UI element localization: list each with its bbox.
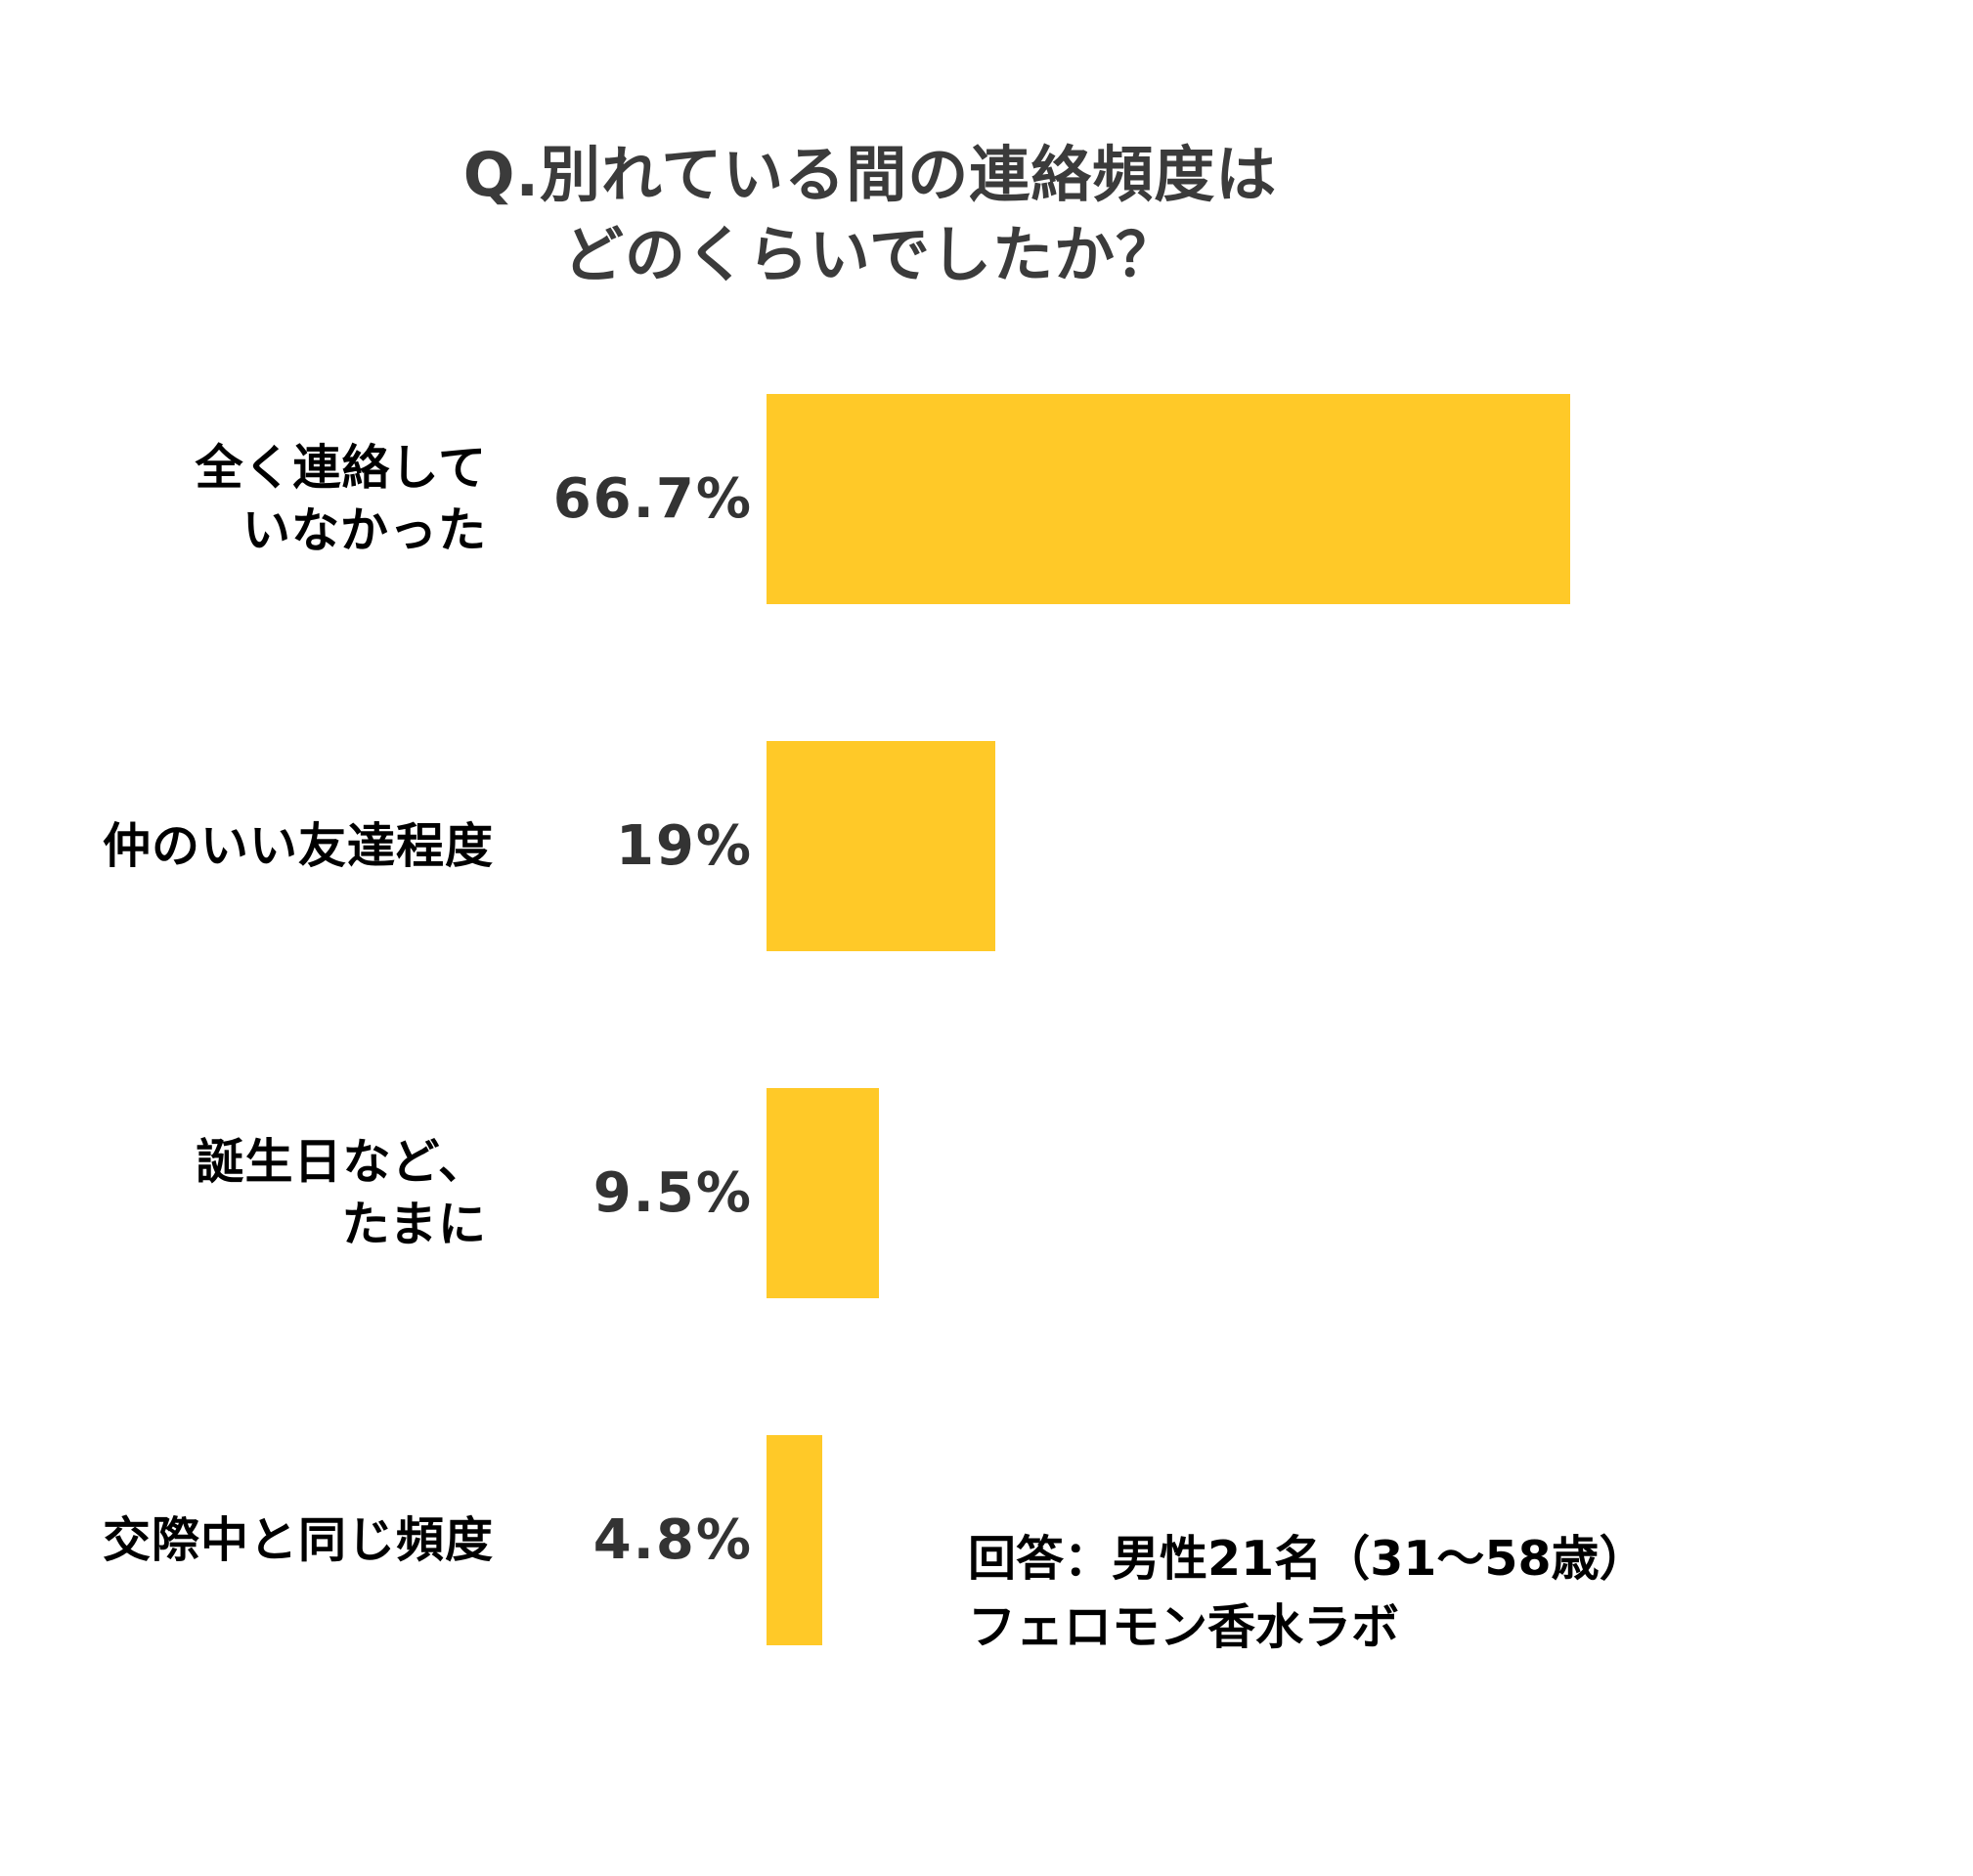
chart-title-line2: どのくらいでしたか？: [562, 219, 1178, 290]
source-note: 回答：男性21名（31〜58歳） フェロモン香水ラボ: [968, 1525, 1647, 1662]
value-label: 66.7%: [552, 467, 753, 531]
value-label: 4.8%: [592, 1508, 753, 1572]
bar: [767, 741, 995, 951]
chart-title-line1: Q.別れている間の連絡頻度は: [462, 139, 1278, 210]
value-label: 9.5%: [592, 1161, 753, 1225]
category-label-line2: たまに: [341, 1196, 487, 1252]
category-label-line1: 全く連絡して: [195, 439, 487, 496]
bar-row: 全く連絡して いなかった 66.7%: [0, 394, 1973, 604]
bar: [767, 1088, 879, 1298]
bar-row: 交際中と同じ頻度 4.8%: [0, 1435, 1973, 1645]
bar-row: 誕生日など、 たまに 9.5%: [0, 1088, 1973, 1298]
respondents-note: 回答：男性21名（31〜58歳）: [968, 1531, 1647, 1587]
category-label-line1: 交際中と同じ頻度: [102, 1511, 494, 1568]
chart-title: Q.別れている間の連絡頻度は どのくらいでしたか？: [0, 135, 1740, 295]
bar: [767, 1435, 822, 1645]
category-label: 交際中と同じ頻度: [103, 1435, 494, 1645]
bar-row: 仲のいい友達程度 19%: [0, 741, 1973, 951]
category-label: 仲のいい友達程度: [103, 741, 494, 951]
source-credit: フェロモン香水ラボ: [968, 1599, 1400, 1655]
value-label: 19%: [615, 814, 753, 878]
bar: [767, 394, 1570, 604]
category-label: 誕生日など、 たまに: [196, 1088, 487, 1298]
category-label-line1: 誕生日など、: [196, 1133, 487, 1190]
category-label-line1: 仲のいい友達程度: [102, 817, 494, 874]
category-label-line2: いなかった: [241, 502, 487, 558]
category-label: 全く連絡して いなかった: [195, 394, 487, 604]
